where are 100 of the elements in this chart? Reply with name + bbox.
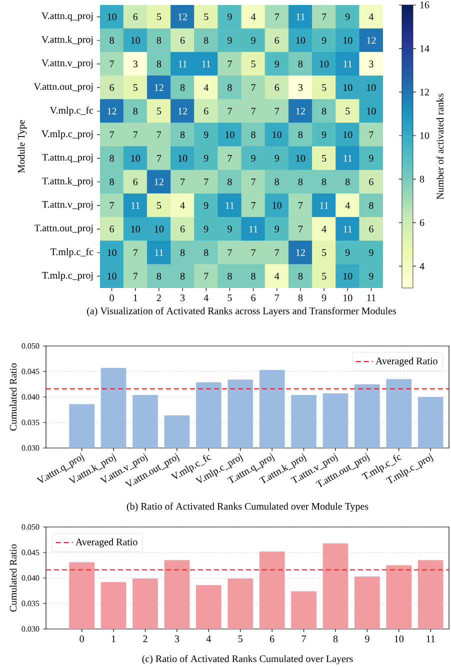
data-label: 10: [108, 272, 116, 280]
data-label: 7: [204, 272, 208, 280]
data-label: 10: [320, 60, 329, 68]
data-label: 7: [251, 84, 256, 91]
y-tick-label: T.attn.q_proj: [42, 154, 93, 163]
data-label: 12: [296, 108, 305, 114]
data-label: 9: [204, 202, 208, 209]
y-tick-label: V.attn.out_proj: [34, 83, 93, 92]
data-label: 8: [180, 84, 185, 91]
data-label: 12: [367, 37, 376, 44]
data-label: 10: [131, 37, 140, 44]
x-tick-label: 1: [112, 636, 116, 642]
legend-label: Averaged Ratio: [76, 538, 138, 548]
data-label: 11: [344, 226, 352, 232]
data-label: 10: [178, 154, 188, 162]
data-label: 8: [251, 272, 256, 280]
x-tick-label: 3: [180, 294, 185, 302]
data-label: 8: [298, 272, 303, 280]
color-bar-label: 6: [420, 219, 424, 226]
data-label: 6: [110, 226, 114, 232]
y-tick-label: V.attn.k_proj: [42, 36, 93, 45]
data-label: 6: [133, 13, 138, 20]
x-tick-label: 7: [302, 636, 306, 642]
data-label: 9: [228, 226, 232, 232]
x-tick-label: 1: [134, 294, 138, 302]
data-label: 11: [249, 226, 258, 232]
data-label: 9: [228, 13, 232, 20]
data-label: 7: [275, 14, 280, 20]
data-label: 10: [108, 13, 116, 20]
data-label: 8: [110, 154, 114, 162]
data-label: 7: [228, 60, 232, 68]
y-axis-title: Cumulated Ratio: [10, 544, 17, 612]
data-label: 10: [344, 37, 352, 44]
x-tick-label: 10: [344, 294, 352, 302]
data-label: 10: [367, 84, 376, 91]
y-tick-label: 0.050: [22, 524, 40, 530]
data-label: 12: [154, 178, 164, 186]
data-label: 10: [296, 37, 306, 44]
data-label: 9: [274, 226, 279, 232]
y-tick-label: 0.030: [22, 445, 40, 451]
data-label: 7: [298, 202, 303, 209]
x-tick-label: 11: [367, 294, 376, 302]
data-label: 8: [204, 37, 208, 44]
data-label: 7: [134, 249, 138, 256]
data-label: 10: [344, 84, 352, 91]
y-tick-label: V.mlp.c_proj: [42, 130, 93, 140]
x-tick-label: 2: [143, 636, 148, 642]
x-tick-label: 9: [365, 636, 370, 642]
data-label: 5: [322, 272, 326, 280]
data-label: 5: [133, 84, 138, 91]
data-label: 11: [320, 202, 328, 209]
data-label: 8: [251, 131, 256, 138]
data-label: 6: [110, 84, 114, 91]
data-label: 10: [296, 154, 306, 162]
data-label: 6: [274, 37, 280, 44]
x-tick-label: 8: [298, 294, 303, 302]
data-label: 7: [228, 249, 232, 256]
data-label: 11: [131, 202, 140, 209]
data-label: 9: [345, 249, 350, 256]
data-label: 11: [344, 154, 352, 162]
data-label: 8: [298, 60, 303, 68]
color-bar-label: 8: [420, 176, 424, 183]
data-label: 8: [298, 178, 303, 186]
x-tick-label: 3: [174, 636, 180, 642]
data-label: 6: [204, 108, 208, 114]
data-label: 11: [296, 13, 305, 20]
x-tick-label: 8: [333, 636, 338, 642]
y-axis-title: Cumulated Ratio: [10, 363, 17, 431]
x-tick-label: 2: [156, 294, 161, 302]
data-label: 4: [250, 13, 256, 20]
data-label: 8: [156, 37, 162, 44]
data-label: 10: [131, 226, 140, 232]
data-label: 7: [134, 272, 138, 280]
y-tick-label: T.mlp.c_proj: [42, 272, 93, 281]
y-tick-label: 0.035: [22, 420, 40, 426]
y-tick-label: T.attn.out_proj: [34, 224, 93, 234]
data-label: 5: [204, 13, 208, 20]
data-label: 6: [274, 84, 280, 91]
data-label: 10: [131, 154, 140, 162]
x-tick-label: 7: [275, 294, 280, 302]
data-label: 5: [157, 108, 162, 114]
color-bar-label: 16: [420, 2, 430, 8]
data-label: 9: [322, 37, 326, 44]
color-bar-label: 14: [420, 45, 430, 52]
data-label: 7: [228, 108, 232, 114]
y-tick-label: 0.045: [22, 550, 40, 556]
data-label: 7: [204, 178, 208, 186]
y-tick-label: 0.050: [22, 343, 40, 349]
data-label: 9: [204, 154, 208, 162]
data-label: 8: [228, 272, 232, 280]
data-label: 9: [369, 249, 374, 256]
data-label: 5: [322, 84, 326, 91]
data-label: 8: [110, 37, 114, 44]
data-label: 8: [180, 249, 185, 256]
data-label: 5: [157, 202, 162, 209]
data-label: 7: [251, 178, 256, 186]
data-label: 7: [228, 155, 232, 162]
data-label: 3: [298, 84, 303, 91]
x-tick-label: 4: [206, 636, 212, 642]
data-label: 9: [204, 226, 208, 232]
